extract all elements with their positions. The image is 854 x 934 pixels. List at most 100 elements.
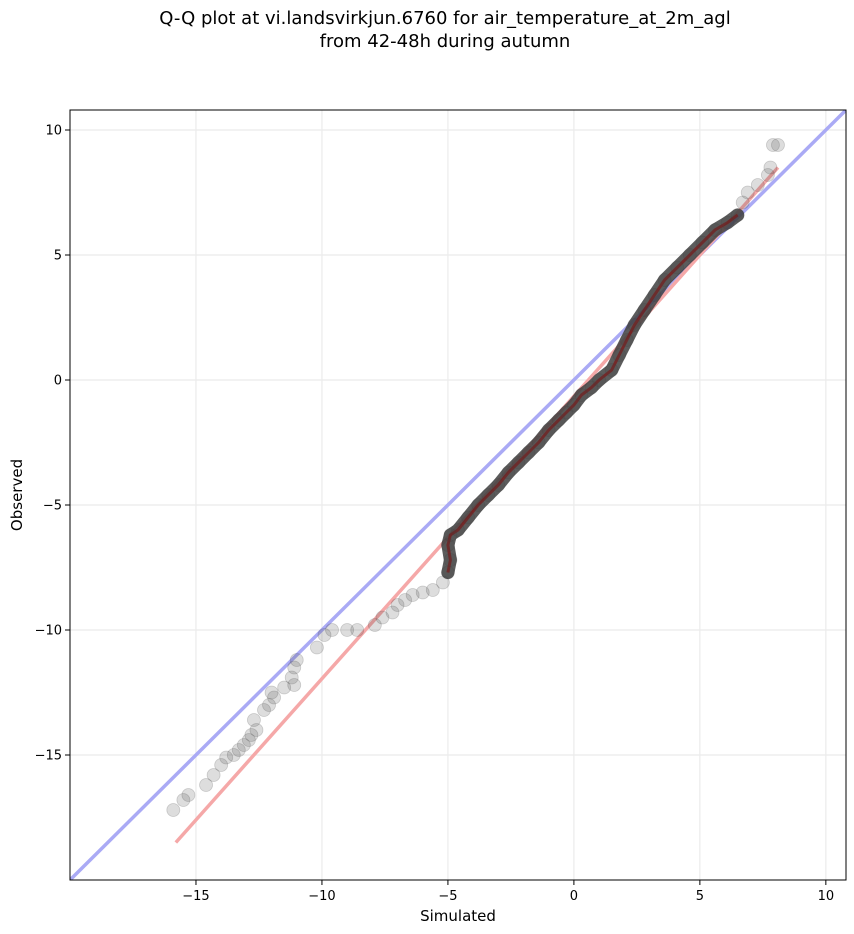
y-tick-label: −5 — [43, 499, 62, 514]
qq-point — [647, 288, 662, 302]
qq-point — [730, 208, 745, 222]
qq-point — [262, 698, 276, 712]
qq-point — [531, 435, 546, 450]
qq-point — [241, 733, 256, 747]
y-tick-label: −15 — [35, 749, 62, 764]
qq-point — [350, 623, 365, 637]
qq-point — [627, 318, 642, 332]
axis-ticks: −15 −10 −5 0 5 10 −15 −10 −5 0 5 10 — [35, 124, 835, 905]
qq-point — [551, 413, 566, 427]
qq-point — [199, 778, 213, 792]
qq-point — [390, 598, 405, 612]
qq-point — [604, 363, 619, 377]
qq-point — [584, 380, 599, 395]
qq-point — [682, 248, 697, 262]
qq-point — [277, 680, 292, 695]
y-tick-label: 10 — [45, 124, 62, 139]
qq-point — [287, 660, 302, 675]
qq-point — [766, 138, 780, 152]
x-tick-label: 5 — [696, 889, 704, 904]
qq-point — [435, 575, 450, 590]
qq-point — [541, 423, 556, 437]
qq-point — [257, 703, 271, 717]
qq-point — [405, 588, 420, 602]
qq-point — [657, 273, 672, 287]
fit-line-overlay — [446, 213, 739, 573]
qq-point — [176, 793, 191, 807]
grid — [70, 110, 846, 880]
qq-point — [247, 713, 261, 727]
qq-point — [284, 670, 299, 685]
qq-point — [670, 260, 685, 275]
qq-point — [264, 685, 279, 700]
qq-point — [740, 185, 755, 200]
qq-point — [287, 678, 302, 692]
qq-point — [267, 690, 281, 705]
qq-point — [289, 653, 304, 667]
qq-point — [750, 178, 765, 192]
qq-point — [206, 768, 221, 782]
y-axis-label: Observed — [8, 459, 26, 531]
y-tick-label: −10 — [35, 624, 62, 639]
x-axis-label: Simulated — [420, 907, 496, 925]
x-tick-label: 0 — [570, 889, 578, 904]
qq-point — [521, 445, 536, 460]
qq-point — [425, 583, 440, 597]
qq-point — [443, 553, 458, 567]
x-tick-label: −15 — [182, 889, 209, 904]
qq-point — [236, 738, 251, 752]
qq-point — [491, 478, 506, 492]
qq-point — [166, 803, 181, 817]
qq-point — [763, 160, 778, 175]
qq-point — [559, 405, 574, 420]
plot-frame — [69, 109, 847, 881]
qq-point — [219, 750, 234, 765]
qq-point — [451, 523, 465, 537]
qq-point — [695, 235, 710, 250]
qq-point — [481, 488, 496, 502]
y-tick-label: 0 — [54, 374, 62, 389]
qq-point — [310, 640, 324, 655]
x-tick-label: −5 — [438, 889, 457, 904]
qq-point — [181, 788, 196, 802]
qq-point — [501, 465, 516, 480]
qq-point — [612, 348, 627, 362]
qq-point — [461, 510, 475, 525]
qq-point — [415, 585, 430, 600]
x-tick-label: −10 — [308, 889, 335, 904]
qq-point — [720, 215, 735, 230]
qq-point — [771, 138, 785, 152]
qq-point — [511, 455, 526, 470]
qq-point — [637, 303, 652, 317]
chart-title-line2: from 42-48h during autumn — [319, 31, 571, 52]
chart-title: Q-Q plot at vi.landsvirkjun.6760 for air… — [0, 7, 854, 53]
qq-point — [760, 168, 775, 182]
qq-point — [441, 538, 455, 552]
qq-point — [249, 723, 264, 737]
qq-point — [443, 528, 458, 542]
qq-point — [340, 623, 355, 637]
qq-point — [441, 565, 455, 580]
chart-title-line1: Q-Q plot at vi.landsvirkjun.6760 for air… — [159, 8, 731, 29]
qq-point — [317, 628, 332, 642]
qq-point — [471, 498, 486, 512]
qq-point — [244, 728, 259, 742]
qq-point — [566, 398, 581, 412]
qq-point — [574, 388, 589, 402]
qq-point — [735, 195, 750, 210]
qq-point — [619, 333, 634, 347]
qq-point — [708, 223, 722, 237]
qq-point — [226, 748, 241, 762]
x-tick-label: 10 — [818, 889, 835, 904]
qq-point — [325, 623, 339, 637]
data-points — [166, 138, 785, 817]
qq-point — [231, 743, 246, 757]
qq-point — [367, 618, 382, 632]
y-tick-label: 5 — [54, 249, 62, 264]
qq-point — [385, 605, 400, 620]
qq-point — [398, 593, 412, 607]
qq-point — [592, 373, 606, 387]
qq-point — [214, 758, 229, 772]
qq-point — [375, 610, 390, 625]
